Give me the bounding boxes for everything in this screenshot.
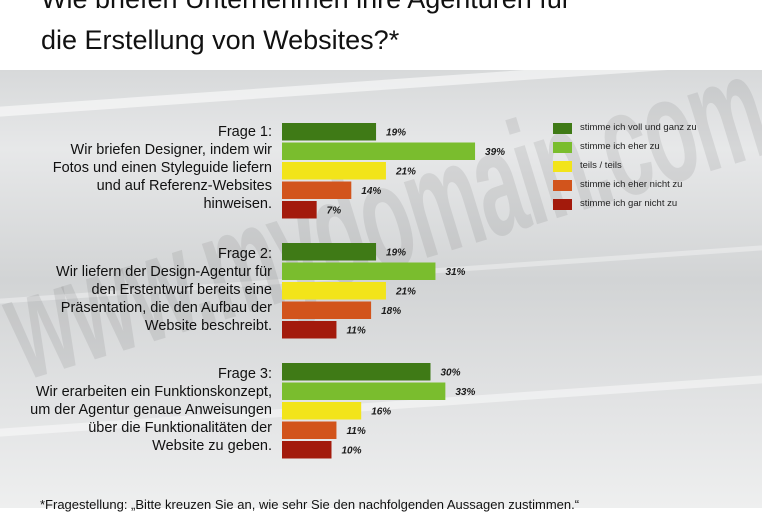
legend-label-4: stimme ich eher nicht zu [580,179,683,190]
question-1-line-3: und auf Referenz-Websites [96,178,272,194]
bar-q2-series-1 [282,243,377,261]
data-label-q1-series-1: 19% [386,128,406,139]
legend-swatch-2 [553,142,572,153]
bar-q3-series-1 [282,363,431,381]
bar-q3-series-2 [282,382,446,400]
data-label-q2-series-1: 19% [386,248,406,259]
data-label-q2-series-2: 31% [445,267,465,278]
question-2-line-1: Wir liefern der Design-Agentur für [56,264,272,280]
legend-label-5: stimme ich gar nicht zu [580,198,678,209]
data-label-q1-series-4: 14% [361,186,381,197]
bar-q2-series-2 [282,262,436,280]
question-3-line-4: Website zu geben. [152,438,272,454]
legend-label-3: teils / teils [580,160,622,171]
legend-swatch-4 [553,180,572,191]
legend-swatch-1 [553,123,572,134]
data-label-q1-series-3: 21% [395,167,416,178]
question-3-heading: Frage 3: [218,366,272,382]
legend-swatch-5 [553,199,572,210]
footnote: *Fragestellung: „Bitte kreuzen Sie an, w… [40,497,580,512]
bar-q1-series-1 [282,123,377,141]
bar-q1-series-4 [282,181,352,199]
question-3-line-2: um der Agentur genaue Anweisungen [30,402,272,418]
bar-q1-series-2 [282,142,476,160]
question-1-line-1: Wir briefen Designer, indem wir [70,142,272,158]
chart-title-line-2: die Erstellung von Websites?* [41,25,400,55]
data-label-q2-series-4: 18% [381,306,401,317]
question-1-heading: Frage 1: [218,124,272,140]
question-2-line-4: Website beschreibt. [144,318,272,334]
question-3-line-3: über die Funktionalitäten der [88,420,272,436]
question-1-line-4: hinweisen. [203,196,272,212]
bar-q2-series-5 [282,321,337,339]
legend-label-1: stimme ich voll und ganz zu [580,122,697,133]
bar-q1-series-5 [282,201,317,219]
header: Wie briefen Unternehmen ihre Agenturen f… [0,0,762,70]
legend-label-2: stimme ich eher zu [580,141,660,152]
data-label-q2-series-5: 11% [346,326,365,337]
question-3-line-1: Wir erarbeiten ein Funktionskonzept, [35,384,272,400]
question-2-label: Frage 2: Wir liefern der Design-Agentur … [56,245,272,335]
question-2-line-3: Präsentation, die den Aufbau der [60,300,272,316]
question-1-label: Frage 1: Wir briefen Designer, indem wir… [53,123,272,213]
question-1-line-2: Fotos und einen Styleguide liefern [52,160,272,176]
data-label-q1-series-5: 7% [327,206,342,217]
question-2-heading: Frage 2: [218,246,272,262]
data-label-q3-series-1: 30% [441,368,461,379]
question-3-label: Frage 3: Wir erarbeiten ein Funktionskon… [30,365,272,455]
bar-q1-series-3 [282,162,386,180]
bar-q3-series-4 [282,421,337,439]
data-label-q3-series-3: 16% [371,407,391,418]
bar-q3-series-5 [282,441,332,459]
data-label-q3-series-5: 10% [342,446,362,457]
data-label-q3-series-4: 11% [346,426,365,437]
chart-title-line-1: Wie briefen Unternehmen ihre Agenturen f… [41,0,571,15]
data-label-q2-series-3: 21% [395,287,416,298]
bar-q3-series-3 [282,402,362,420]
bar-q2-series-4 [282,301,372,319]
question-2-line-2: den Erstentwurf bereits eine [91,282,272,298]
bar-q2-series-3 [282,282,386,300]
data-label-q3-series-2: 33% [455,387,475,398]
legend-swatch-3 [553,161,572,172]
data-label-q1-series-2: 39% [485,147,505,158]
